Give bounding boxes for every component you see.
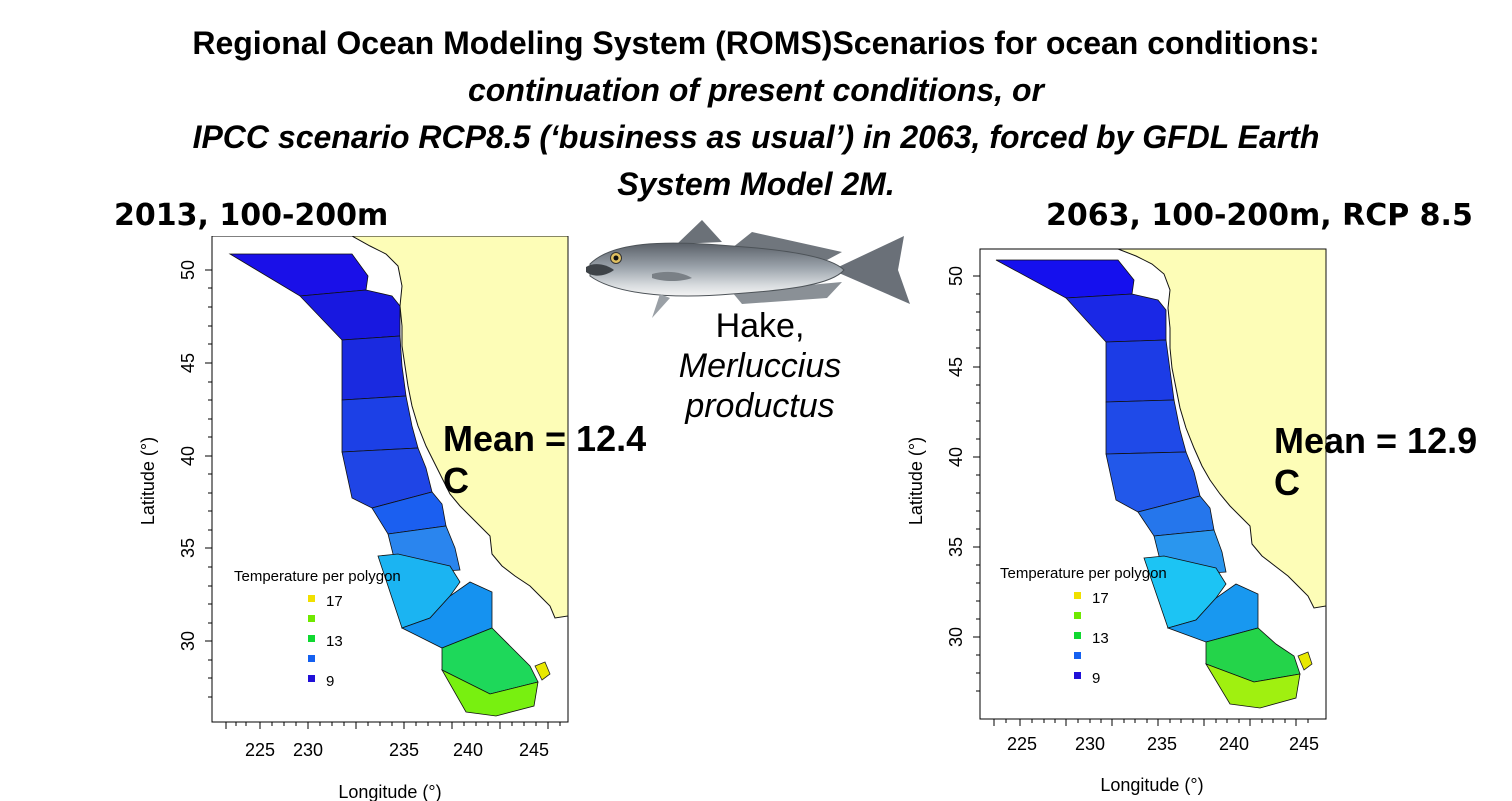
- x-tick-label: 235: [389, 740, 419, 760]
- x-axis-label: Longitude (°): [1100, 775, 1203, 795]
- title-line-1: Regional Ocean Modeling System (ROMS)Sce…: [192, 25, 1320, 61]
- y-tick-label: 30: [946, 627, 966, 647]
- mean-unit: C: [1274, 462, 1300, 503]
- y-tick-labels: 50 45 40 35 30: [946, 266, 966, 647]
- polygon-11: [440, 669, 539, 717]
- y-tick-label: 35: [946, 537, 966, 557]
- mean-unit: C: [443, 460, 469, 501]
- legend-label: 17: [1092, 590, 1109, 607]
- x-tick-label: 240: [453, 740, 483, 760]
- legend-swatch: [308, 595, 315, 602]
- title-line-4: System Model 2M.: [617, 166, 895, 202]
- fish-common-name: Hake,: [715, 307, 805, 345]
- y-tick-label: 40: [946, 447, 966, 467]
- y-axis-ticks: [973, 275, 980, 692]
- fish-caption: Hake, Merluccius productus: [640, 306, 880, 426]
- x-tick-label: 230: [1075, 734, 1105, 754]
- polygon-3: [341, 335, 407, 401]
- x-axis-ticks: [225, 722, 561, 729]
- land-area: [350, 236, 569, 619]
- legend-label: 9: [326, 673, 334, 690]
- legend-swatch: [1074, 592, 1081, 599]
- temperature-polygons: [228, 253, 539, 717]
- warm-patch: [1297, 651, 1313, 671]
- y-tick-label: 35: [178, 538, 198, 558]
- title-line-2: continuation of present conditions, or: [468, 72, 1044, 108]
- legend-label: 13: [326, 633, 343, 650]
- temperature-legend: Temperature per polygon 17 13 9: [234, 568, 401, 690]
- x-axis-label: Longitude (°): [338, 782, 441, 801]
- legend-swatch: [1074, 612, 1081, 619]
- x-axis-ticks: [993, 719, 1309, 726]
- y-tick-label: 50: [178, 260, 198, 280]
- legend-label: 17: [326, 593, 343, 610]
- x-tick-label: 225: [1007, 734, 1037, 754]
- x-tick-label: 235: [1147, 734, 1177, 754]
- fish-scientific-name-2: productus: [685, 387, 835, 425]
- polygon-6: [1137, 495, 1215, 537]
- temperature-polygons: [995, 259, 1301, 709]
- x-tick-label: 225: [245, 740, 275, 760]
- polygon-6: [371, 491, 447, 535]
- warm-patch: [534, 661, 551, 681]
- legend-title: Temperature per polygon: [234, 568, 401, 585]
- right-temperature-map: 225 230 235 240 245 50 45 40 35 30 Longi…: [906, 248, 1327, 795]
- y-tick-labels: 50 45 40 35 30: [178, 260, 198, 651]
- x-tick-labels: 225 230 235 240 245: [245, 740, 549, 760]
- y-tick-label: 45: [946, 357, 966, 377]
- y-tick-label: 40: [178, 446, 198, 466]
- y-axis-label: Latitude (°): [906, 437, 926, 525]
- x-tick-label: 245: [519, 740, 549, 760]
- right-panel-heading: 2063, 100-200m, RCP 8.5: [1046, 198, 1473, 233]
- legend-label: 9: [1092, 670, 1100, 687]
- polygon-3: [1105, 339, 1175, 403]
- x-tick-label: 245: [1289, 734, 1319, 754]
- y-axis-label: Latitude (°): [138, 437, 158, 525]
- legend-label: 13: [1092, 630, 1109, 647]
- y-tick-label: 45: [178, 353, 198, 373]
- left-temperature-map: 225 230 235 240 245 50 45 40 35 30 Longi…: [138, 236, 569, 801]
- polygon-1: [228, 253, 369, 297]
- polygon-1: [995, 259, 1135, 299]
- legend-title: Temperature per polygon: [1000, 565, 1167, 582]
- x-tick-label: 230: [293, 740, 323, 760]
- polygon-4: [1105, 399, 1187, 455]
- left-panel-heading: 2013, 100-200m: [114, 198, 389, 233]
- y-axis-ticks: [205, 269, 212, 698]
- y-tick-label: 50: [946, 266, 966, 286]
- legend-swatch: [308, 655, 315, 662]
- legend-swatch: [1074, 672, 1081, 679]
- mean-label: Mean = 12.9: [1274, 420, 1478, 461]
- temperature-legend: Temperature per polygon 17 13 9: [1000, 565, 1167, 687]
- legend-swatch: [1074, 652, 1081, 659]
- legend-swatch: [308, 635, 315, 642]
- title-line-3: IPCC scenario RCP8.5 (‘business as usual…: [192, 119, 1320, 155]
- legend-swatch: [1074, 632, 1081, 639]
- mean-label: Mean = 12.4: [443, 418, 647, 459]
- y-tick-label: 30: [178, 631, 198, 651]
- legend-swatch: [308, 615, 315, 622]
- hake-fish-icon: [586, 220, 910, 318]
- right-mean-value: Mean = 12.9 C: [1274, 420, 1477, 504]
- land-area: [1117, 248, 1327, 609]
- polygon-11: [1205, 663, 1301, 709]
- fish-scientific-name-1: Merluccius: [678, 347, 842, 385]
- left-mean-value: Mean = 12.4 C: [443, 418, 646, 502]
- x-tick-label: 240: [1219, 734, 1249, 754]
- polygon-4: [341, 395, 419, 453]
- legend-swatch: [308, 675, 315, 682]
- slide-title: Regional Ocean Modeling System (ROMS)Sce…: [0, 20, 1512, 208]
- x-tick-labels: 225 230 235 240 245: [1007, 734, 1319, 754]
